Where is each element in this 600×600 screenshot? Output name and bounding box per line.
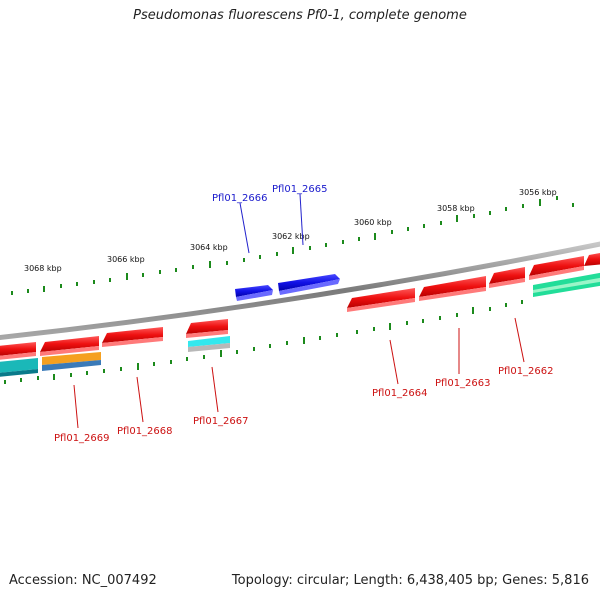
- gene-label-pfl01-2662[interactable]: Pfl01_2662: [498, 366, 554, 377]
- gene-label-pfl01-2667[interactable]: Pfl01_2667: [193, 416, 249, 427]
- map-title: Pseudomonas fluorescens Pf0-1, complete …: [133, 8, 467, 23]
- gene-feature-pfl01-2667-group[interactable]: [102, 327, 163, 347]
- gene-feature-pfl01-2666[interactable]: [235, 285, 273, 301]
- gene-feature-pfl01-2669[interactable]: [0, 342, 38, 377]
- lower-leader-lines: [73, 317, 525, 429]
- gene-feature-pfl01-2664[interactable]: [347, 288, 415, 312]
- scale-label-3062: 3062 kbp: [272, 232, 310, 241]
- scale-label-3056: 3056 kbp: [519, 188, 557, 197]
- scale-label-3060: 3060 kbp: [354, 218, 392, 227]
- gene-feature-pfl01-2665[interactable]: [278, 274, 340, 295]
- upper-leader-lines: [239, 193, 304, 254]
- gene-label-pfl01-2663[interactable]: Pfl01_2663: [435, 378, 491, 389]
- gene-feature-pfl01-2662[interactable]: [489, 267, 525, 288]
- gene-feature-pfl01-2668[interactable]: [40, 336, 101, 371]
- outer-tick-ring: [11, 196, 574, 295]
- gene-label-pfl01-2665[interactable]: Pfl01_2665: [272, 184, 328, 195]
- inner-tick-ring: [4, 300, 523, 384]
- gene-label-pfl01-2668[interactable]: Pfl01_2668: [117, 426, 173, 437]
- scale-label-3066: 3066 kbp: [107, 255, 145, 264]
- topology-summary: Topology: circular; Length: 6,438,405 bp…: [231, 573, 589, 588]
- gene-label-pfl01-2664[interactable]: Pfl01_2664: [372, 388, 428, 399]
- accession-text: Accession: NC_007492: [9, 573, 157, 588]
- gene-feature-right-edge[interactable]: [529, 252, 600, 297]
- gene-feature-pfl01-2663[interactable]: [419, 276, 486, 301]
- gene-label-pfl01-2669[interactable]: Pfl01_2669: [54, 433, 110, 444]
- scale-label-3064: 3064 kbp: [190, 243, 228, 252]
- map-footer: Accession: NC_007492 Topology: circular;…: [0, 573, 600, 593]
- scale-label-3068: 3068 kbp: [24, 264, 62, 273]
- gene-label-pfl01-2666[interactable]: Pfl01_2666: [212, 193, 268, 204]
- gene-feature-pfl01-2667[interactable]: [186, 319, 230, 352]
- scale-label-3058: 3058 kbp: [437, 204, 475, 213]
- genome-backbone: [0, 241, 600, 340]
